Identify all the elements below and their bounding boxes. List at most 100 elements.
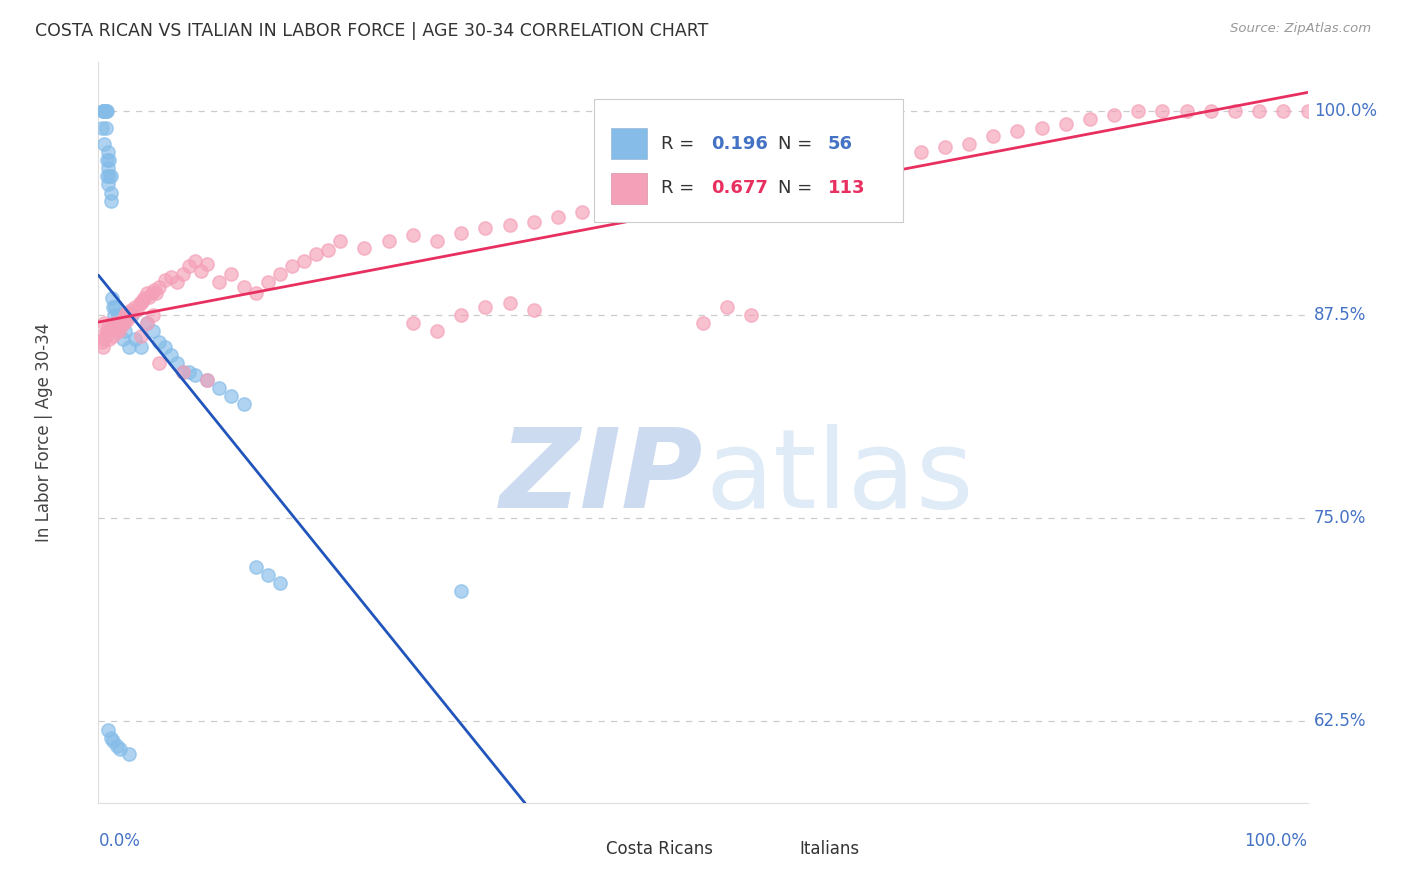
Point xyxy=(101,328,124,343)
Point xyxy=(1223,104,1246,119)
Point xyxy=(184,254,207,268)
Point xyxy=(190,263,212,277)
Point xyxy=(129,340,152,354)
Point xyxy=(97,145,120,159)
Point xyxy=(1152,104,1174,119)
Point xyxy=(104,300,127,314)
Point xyxy=(1296,104,1319,119)
Point xyxy=(195,373,218,387)
Point xyxy=(121,306,143,320)
Point xyxy=(100,186,122,200)
Point xyxy=(107,308,129,322)
Point xyxy=(135,316,157,330)
Point xyxy=(91,340,114,354)
Point xyxy=(619,199,641,213)
Text: N =: N = xyxy=(778,179,818,197)
Text: atlas: atlas xyxy=(706,424,974,531)
Point xyxy=(450,584,472,599)
Point xyxy=(166,275,188,289)
Point xyxy=(179,365,201,379)
Point xyxy=(91,104,114,119)
Point xyxy=(153,340,176,354)
Point xyxy=(100,292,122,306)
Point xyxy=(120,302,142,317)
Point xyxy=(100,169,122,184)
Point xyxy=(142,308,165,322)
Point xyxy=(90,328,112,343)
Point xyxy=(292,254,315,268)
Point xyxy=(160,348,183,362)
Point xyxy=(110,319,132,334)
Point xyxy=(571,205,593,219)
Point xyxy=(132,293,155,307)
Point xyxy=(118,747,141,761)
Point xyxy=(523,302,546,317)
Point xyxy=(789,166,811,180)
Point xyxy=(1199,104,1222,119)
Point xyxy=(91,335,114,350)
Point xyxy=(112,316,135,330)
Point xyxy=(93,316,115,330)
Point xyxy=(1272,104,1295,119)
Text: 100.0%: 100.0% xyxy=(1244,832,1308,850)
Point xyxy=(1031,120,1053,135)
Point xyxy=(93,104,115,119)
Point xyxy=(1054,117,1077,131)
Point xyxy=(474,221,496,235)
Point xyxy=(103,308,125,322)
Text: 113: 113 xyxy=(828,179,865,197)
Point xyxy=(377,235,399,249)
Point xyxy=(195,373,218,387)
Point xyxy=(716,300,738,314)
Point xyxy=(740,172,762,186)
Point xyxy=(96,104,118,119)
FancyBboxPatch shape xyxy=(562,837,599,861)
Point xyxy=(474,300,496,314)
Point xyxy=(1175,104,1198,119)
Point xyxy=(98,332,121,346)
Point xyxy=(256,275,278,289)
Point xyxy=(498,218,520,232)
Point xyxy=(221,389,243,403)
Point xyxy=(97,723,120,737)
Point xyxy=(96,153,118,167)
Point xyxy=(108,316,131,330)
Text: 100.0%: 100.0% xyxy=(1313,103,1376,120)
Point xyxy=(108,742,131,756)
Point xyxy=(245,559,267,574)
Point xyxy=(100,324,122,338)
Point xyxy=(91,104,114,119)
Point xyxy=(221,267,243,281)
Point xyxy=(118,308,141,322)
Point xyxy=(668,189,690,203)
FancyBboxPatch shape xyxy=(756,837,793,861)
Point xyxy=(837,156,859,170)
Point xyxy=(910,145,932,159)
Point xyxy=(101,734,124,748)
Point xyxy=(269,576,291,591)
Text: 0.0%: 0.0% xyxy=(98,832,141,850)
Point xyxy=(692,186,714,200)
Text: N =: N = xyxy=(778,135,818,153)
Point xyxy=(97,178,120,192)
Text: 87.5%: 87.5% xyxy=(1313,306,1367,324)
Point xyxy=(179,259,201,273)
Point xyxy=(97,161,120,176)
Text: Costa Ricans: Costa Ricans xyxy=(606,839,713,858)
Point xyxy=(142,324,165,338)
Point xyxy=(716,178,738,192)
Point xyxy=(145,286,167,301)
Point xyxy=(91,120,114,135)
Point xyxy=(184,368,207,382)
Point xyxy=(644,194,666,208)
Text: ZIP: ZIP xyxy=(499,424,703,531)
Point xyxy=(172,267,194,281)
Point xyxy=(692,316,714,330)
Point xyxy=(143,283,166,297)
Point xyxy=(94,104,117,119)
Point xyxy=(153,273,176,287)
Point xyxy=(813,161,835,176)
Point xyxy=(103,322,125,336)
Text: 62.5%: 62.5% xyxy=(1313,713,1367,731)
FancyBboxPatch shape xyxy=(612,128,647,160)
